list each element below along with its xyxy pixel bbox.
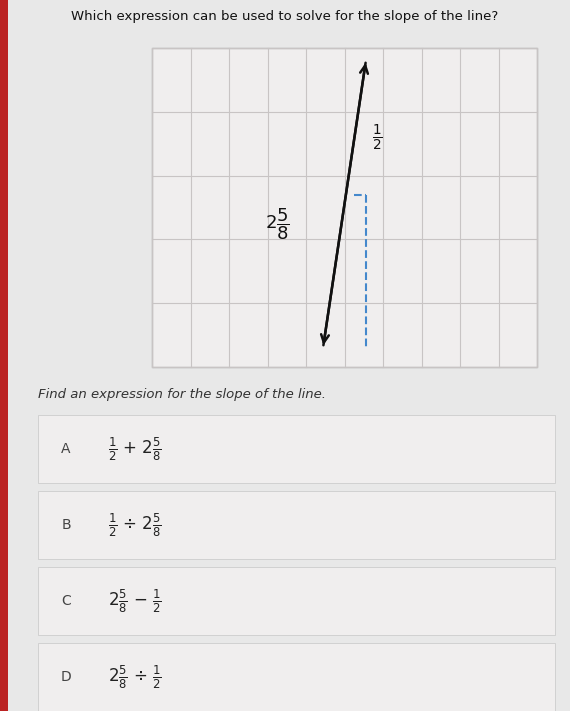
Text: $\frac{1}{2}$ $+$ $2\frac{5}{8}$: $\frac{1}{2}$ $+$ $2\frac{5}{8}$ [108,435,162,463]
Bar [38,567,555,635]
Text: Which expression can be used to solve for the slope of the line?: Which expression can be used to solve fo… [71,10,499,23]
Text: $2\dfrac{5}{8}$: $2\dfrac{5}{8}$ [264,206,290,242]
Text: Find an expression for the slope of the line.: Find an expression for the slope of the … [38,388,326,401]
Bar [38,415,555,483]
Text: A: A [61,442,71,456]
Bar [38,491,555,559]
Text: C: C [61,594,71,608]
Text: $\frac{1}{2}$ $\div$ $2\frac{5}{8}$: $\frac{1}{2}$ $\div$ $2\frac{5}{8}$ [108,511,162,539]
Text: $2\frac{5}{8}$ $-$ $\frac{1}{2}$: $2\frac{5}{8}$ $-$ $\frac{1}{2}$ [108,587,162,615]
Text: $2\frac{5}{8}$ $\div$ $\frac{1}{2}$: $2\frac{5}{8}$ $\div$ $\frac{1}{2}$ [108,663,162,690]
Text: B: B [61,518,71,532]
Bar [0,0,8,711]
Text: $\frac{1}{2}$: $\frac{1}{2}$ [372,122,382,153]
Bar [38,643,555,711]
Text: D: D [60,670,71,684]
Bar [152,48,537,367]
